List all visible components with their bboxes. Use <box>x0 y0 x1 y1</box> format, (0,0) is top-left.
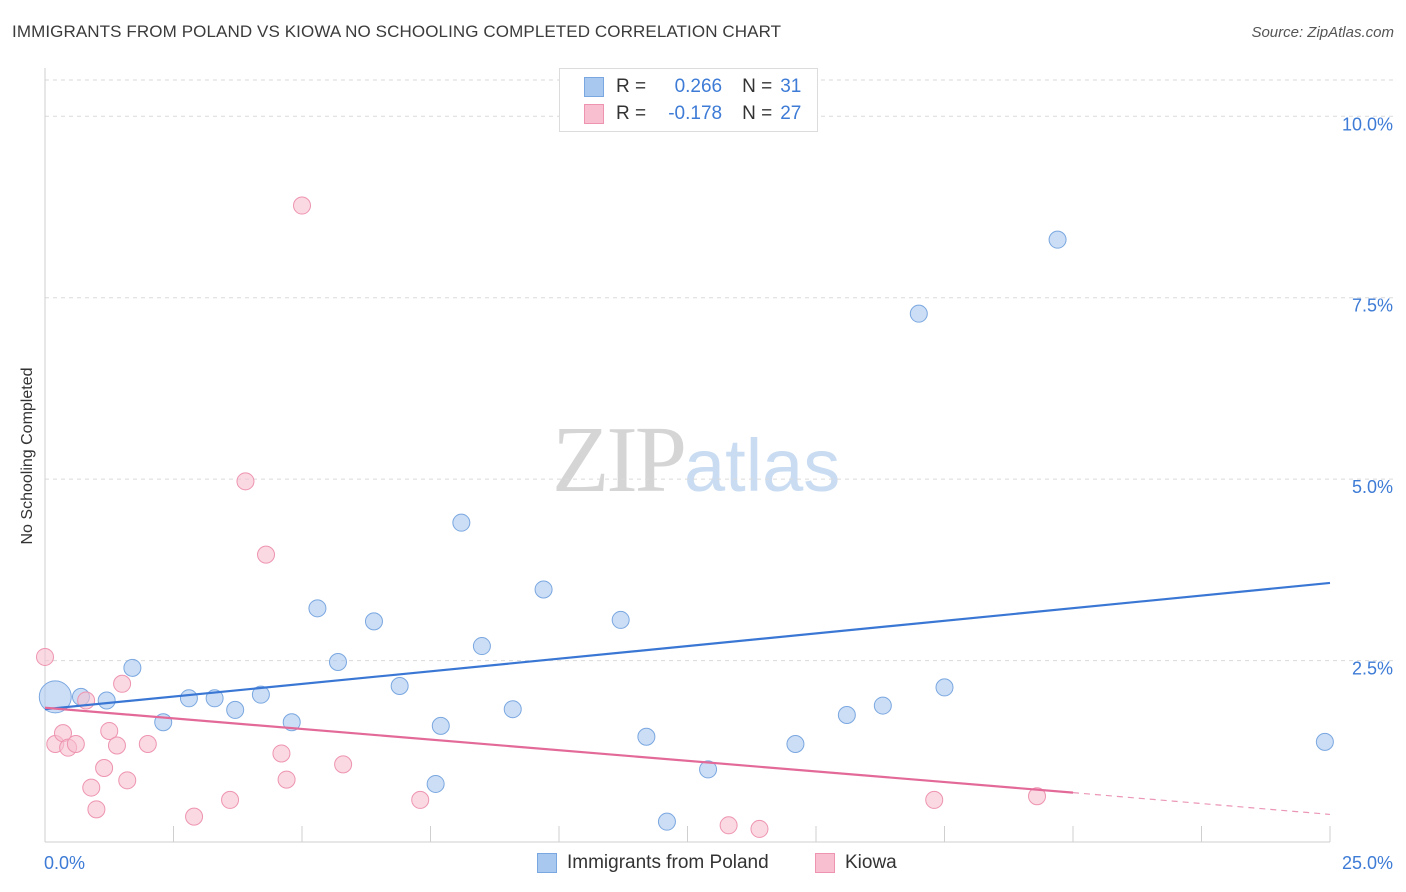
legend-n-label: N = <box>742 76 773 97</box>
legend-item-kiowa: Kiowa <box>815 852 897 874</box>
data-point-kiowa <box>1028 787 1047 806</box>
legend-r-label: R = <box>616 76 647 97</box>
data-point-kiowa <box>925 790 944 809</box>
legend-swatch-kiowa <box>815 853 835 873</box>
data-point-poland <box>657 812 676 831</box>
watermark-zip: ZIP <box>552 408 687 512</box>
data-point-poland <box>909 304 928 323</box>
data-point-kiowa <box>334 755 353 774</box>
watermark: ZIPatlas <box>552 405 840 514</box>
legend-row-kiowa: R = -0.178 N = 27 <box>584 103 802 125</box>
legend-n-value: 27 <box>780 103 802 124</box>
chart-title: IMMIGRANTS FROM POLAND VS KIOWA NO SCHOO… <box>12 22 782 41</box>
data-point-poland <box>328 653 347 672</box>
data-point-poland <box>837 706 856 724</box>
data-point-kiowa <box>257 545 276 564</box>
data-point-kiowa <box>87 800 106 819</box>
trend-line-poland <box>44 581 1331 711</box>
data-point-kiowa <box>750 819 769 838</box>
data-point-poland <box>786 735 805 754</box>
data-point-kiowa <box>236 472 255 491</box>
y-tick-label: 10.0% <box>1342 114 1393 134</box>
series-legend: Immigrants from Poland Kiowa <box>0 852 1406 878</box>
data-point-kiowa <box>113 674 132 693</box>
correlation-legend: R = 0.266 N = 31 R = -0.178 N = 27 <box>559 68 818 132</box>
legend-item-poland: Immigrants from Poland <box>537 852 769 874</box>
x-tick-label: 25.0% <box>1342 853 1393 873</box>
data-point-poland <box>431 716 450 735</box>
data-point-kiowa <box>107 736 126 755</box>
data-point-kiowa <box>66 735 85 754</box>
data-point-kiowa <box>272 744 291 763</box>
data-point-poland <box>38 680 72 714</box>
legend-r-value: -0.178 <box>668 103 723 124</box>
legend-row-poland: R = 0.266 N = 31 <box>584 76 802 98</box>
data-point-poland <box>611 610 630 629</box>
data-point-poland <box>472 637 491 656</box>
data-point-poland <box>251 685 270 704</box>
data-point-poland <box>534 580 553 599</box>
data-point-poland <box>179 689 198 708</box>
y-tick-label: 2.5% <box>1352 659 1393 679</box>
data-point-kiowa <box>118 771 137 790</box>
data-point-kiowa <box>221 790 240 809</box>
data-point-poland <box>205 689 224 708</box>
legend-n-label: N = <box>742 103 773 124</box>
data-point-poland <box>935 678 954 697</box>
data-point-poland <box>123 658 142 677</box>
data-point-poland <box>1315 732 1334 751</box>
legend-swatch-kiowa <box>584 104 604 124</box>
watermark-atlas: atlas <box>684 424 841 507</box>
y-tick-label: 7.5% <box>1352 296 1393 316</box>
legend-r-label: R = <box>616 103 647 124</box>
data-point-poland <box>637 727 656 746</box>
data-point-kiowa <box>36 647 54 666</box>
legend-r-value: 0.266 <box>674 76 723 97</box>
data-point-poland <box>873 696 892 715</box>
data-point-kiowa <box>95 758 114 777</box>
data-point-kiowa <box>185 807 204 826</box>
data-point-kiowa <box>277 770 296 789</box>
data-point-poland <box>364 612 383 631</box>
x-tick-label: 0.0% <box>44 853 85 873</box>
data-point-kiowa <box>293 196 311 215</box>
legend-n-value: 31 <box>780 76 802 97</box>
data-point-kiowa <box>411 790 430 809</box>
data-point-poland <box>503 700 522 719</box>
legend-label-kiowa: Kiowa <box>845 852 897 873</box>
legend-swatch-poland <box>584 77 604 97</box>
data-point-kiowa <box>100 721 119 740</box>
data-point-poland <box>1048 230 1067 249</box>
data-point-poland <box>452 513 471 532</box>
trend-line-kiowa <box>44 706 1074 794</box>
data-point-poland <box>282 713 301 732</box>
data-point-poland <box>699 760 718 779</box>
y-tick-label: 5.0% <box>1352 477 1393 497</box>
data-point-poland <box>390 676 409 695</box>
legend-label-poland: Immigrants from Poland <box>567 852 769 873</box>
source-label: Source: ZipAtlas.com <box>1251 24 1394 41</box>
data-point-kiowa <box>138 735 157 754</box>
trend-line-kiowa-extension <box>1072 792 1331 816</box>
data-point-poland <box>97 691 116 710</box>
data-point-kiowa <box>82 778 101 797</box>
data-point-poland <box>426 774 445 793</box>
data-point-poland <box>308 599 327 618</box>
data-point-poland <box>226 700 245 719</box>
data-point-kiowa <box>719 816 738 835</box>
legend-swatch-poland <box>537 853 557 873</box>
